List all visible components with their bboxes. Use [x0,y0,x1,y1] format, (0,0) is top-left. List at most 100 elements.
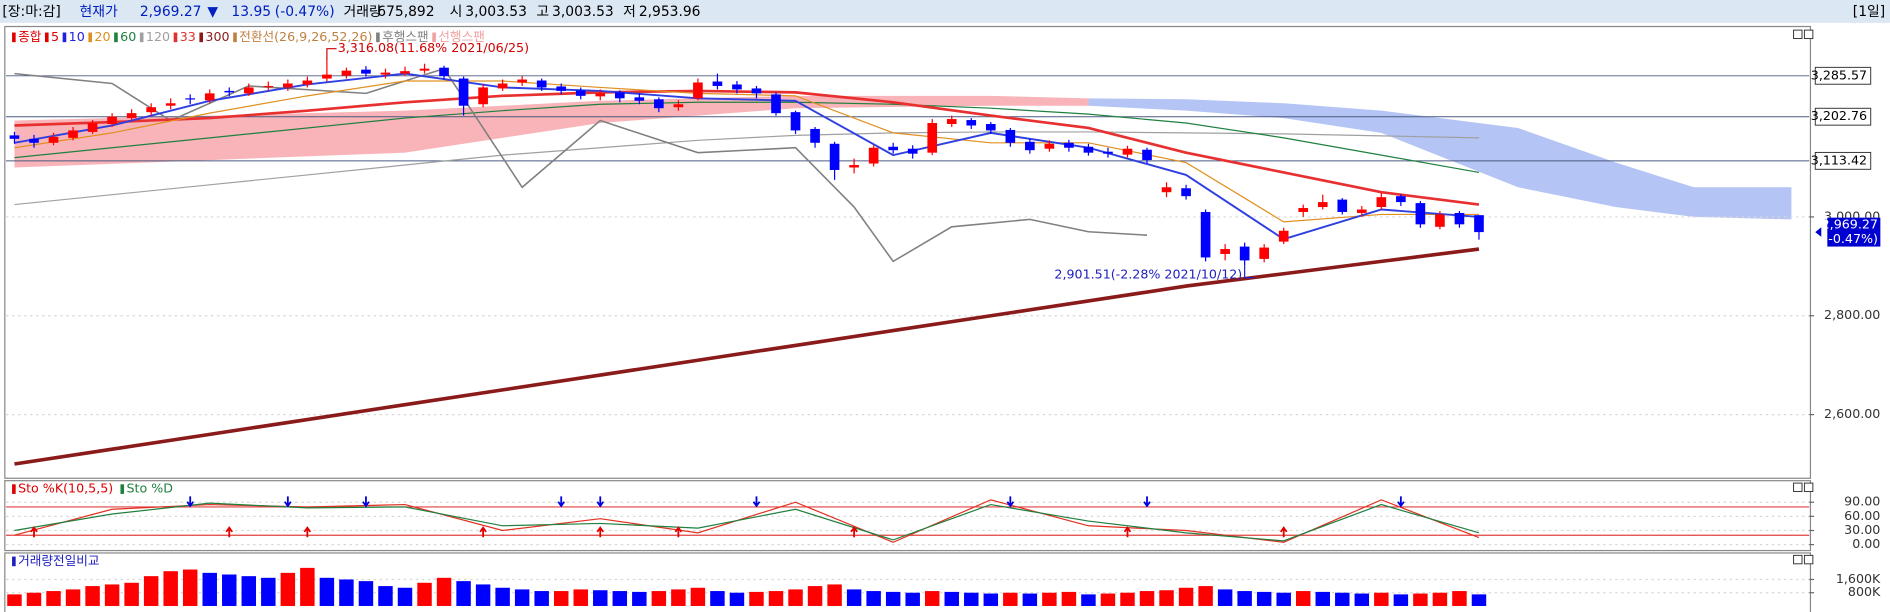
button[interactable] [1803,482,1814,493]
volume-bar [983,593,999,606]
legend-label: 20 [94,29,110,44]
candle-body [458,78,469,106]
volume-bar [1217,589,1233,606]
candle-body [1396,196,1406,203]
volume-panel [4,552,1812,612]
volume-bar [729,592,745,606]
volume-bar [905,592,920,606]
volume-bar [104,584,120,606]
panel-title: 거래량전일비교 [18,553,99,568]
legend-swatch [12,484,16,494]
volume-bar [1374,592,1389,606]
legend-swatch [233,32,237,43]
candle-body [654,99,664,109]
candle-body [673,104,684,108]
volume-bar [378,586,393,606]
candle-body [868,147,879,164]
candle-body [185,98,196,100]
legend-label: Sto %D [126,481,172,496]
volume-bar [26,592,42,606]
price-label: 현재가 [80,4,118,20]
candle-body [9,135,20,139]
stoch-panel [4,480,1812,552]
volume-bar [593,590,608,606]
candle-body [1220,249,1230,254]
volume-bar [182,569,198,606]
volume-bar [261,577,276,606]
button[interactable] [1793,29,1803,40]
candle-body [302,80,313,85]
candle-body [1103,151,1113,154]
candle-body [614,92,625,99]
volume-bar [280,572,296,606]
volume-bar [1296,591,1311,606]
volume-bar [1178,587,1194,606]
buy-signal [850,526,858,538]
candle-body [1376,197,1387,208]
volume-bar [1393,594,1409,606]
volume-bar [358,581,374,606]
volume-bar [7,594,22,606]
legend-swatch [12,32,16,43]
candle-body [1083,146,1094,153]
volume-bar [944,591,959,606]
main-panel [4,25,1812,479]
sell-signal [1006,496,1015,508]
buy-signal [303,526,312,538]
high-label: 고 [536,4,549,20]
candle-body [888,146,898,151]
candle-body [322,74,332,79]
sell-signal [752,496,761,508]
candle-body [712,81,723,86]
candle-body [400,71,410,74]
volume-bar [690,587,706,606]
volume-bar [1471,594,1487,606]
buy-signal [225,526,234,538]
candle-body [29,138,39,143]
moving-average [14,89,1480,206]
volume-bar [651,591,667,606]
cloud [1088,98,1792,220]
candle-body [380,72,391,75]
volume-bar [768,591,784,606]
candle-body [87,123,98,132]
last-marker [1815,227,1822,237]
candle-body [1435,214,1445,227]
candle-body [361,69,371,74]
legend-swatch [432,32,436,43]
reference-label: 3,285.57 [1811,67,1867,82]
candle-body [517,79,527,83]
volume-bar [1315,591,1330,606]
buy-signal [596,526,605,538]
y-tick-label: 2,800.00 [1824,307,1880,322]
panel-buttons[interactable] [1793,29,1814,565]
buy-signal [1279,526,1288,538]
last-price: 2,969.27 [1822,216,1878,231]
volume-bar [1120,592,1135,606]
volume-bar [1335,592,1350,606]
change-pct: (-0.47%) [275,4,335,20]
candle-body [283,83,293,88]
candle-body [48,136,59,143]
y-tick-label: 0.00 [1852,536,1880,551]
candle-body [1317,202,1328,208]
high: 3,003.53 [552,4,614,20]
volume-bar [1159,590,1174,606]
header-bar [0,0,1890,23]
candle-body [165,103,176,106]
button[interactable] [1793,554,1803,565]
button[interactable] [1803,554,1814,565]
volume-bar [846,589,862,606]
button[interactable] [1793,482,1803,493]
period[interactable]: [1일] [1853,4,1885,20]
change: 13.95 [231,4,271,20]
volume-bar [1237,591,1252,606]
open-label: 시 [450,4,463,20]
moving-average [14,131,1479,206]
volume-bar [827,584,842,606]
legend-swatch [173,32,178,43]
button[interactable] [1803,29,1814,40]
volume-bar [788,589,803,606]
